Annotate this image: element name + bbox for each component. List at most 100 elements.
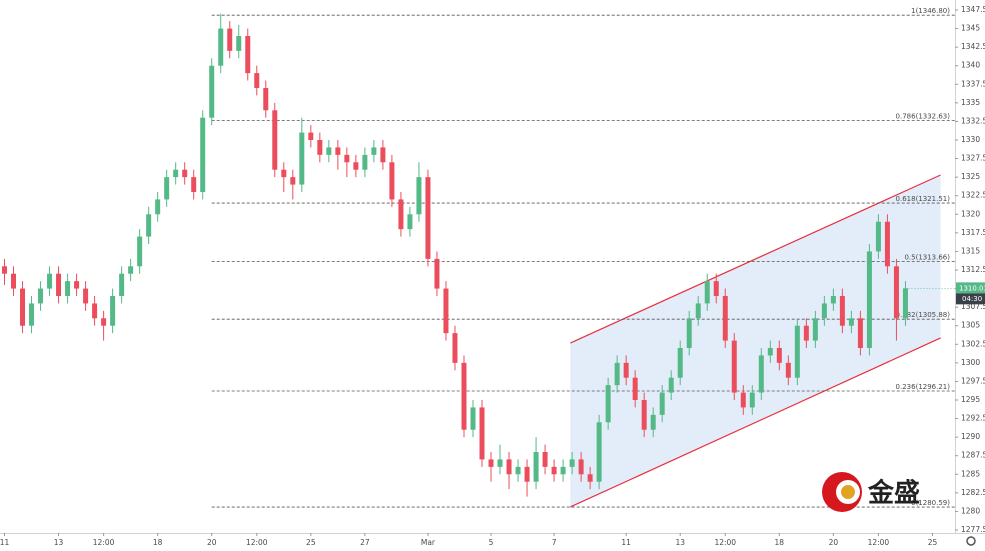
y-tick-label: 1285: [961, 469, 980, 478]
candle-body: [542, 452, 548, 467]
x-tick-label: 12:00: [93, 538, 115, 547]
y-tick-label: 1295: [961, 395, 980, 404]
gear[interactable]: [966, 536, 976, 546]
candle-body: [326, 147, 332, 155]
candle-body: [587, 474, 593, 482]
candle-body: [425, 177, 431, 259]
candle-body: [488, 459, 494, 467]
x-tick-label: 18: [775, 538, 785, 547]
candle-body: [632, 377, 638, 400]
candle-body: [470, 407, 476, 430]
y-tick-label: 1345: [961, 24, 980, 33]
y-tick-label: 1320: [961, 209, 980, 218]
y-tick-label: 1330: [961, 135, 980, 144]
y-tick-label: 1335: [961, 98, 980, 107]
candle-body: [794, 325, 800, 378]
candle-body: [506, 459, 512, 475]
candle-body: [245, 36, 251, 74]
candle-body: [785, 362, 791, 378]
candle-body: [362, 154, 368, 170]
candle-body: [884, 221, 890, 267]
candle-body: [137, 236, 143, 267]
candle-body: [731, 340, 737, 393]
candle-body: [236, 36, 242, 51]
countdown-label: 04:30: [962, 295, 982, 303]
x-tick-label: 12:00: [868, 538, 890, 547]
candle-body: [200, 117, 206, 192]
candle-body: [893, 266, 899, 319]
candle-body: [191, 177, 197, 192]
candle-body: [479, 407, 485, 460]
y-tick-label: 1305: [961, 321, 980, 330]
candle-body: [227, 28, 233, 51]
candle-body: [47, 273, 53, 289]
candle-body: [443, 288, 449, 334]
y-tick-label: 1347.50: [961, 5, 985, 14]
candle-body: [272, 110, 278, 170]
x-tick-label: 13: [675, 538, 685, 547]
candle-body: [308, 132, 314, 140]
y-tick-label: 1280: [961, 506, 980, 515]
candle-body: [848, 318, 854, 326]
candle-body: [722, 296, 728, 341]
candle-body: [866, 251, 872, 348]
candle-body: [389, 162, 395, 200]
candle-body: [101, 318, 107, 326]
fib-label: 0.786(1332.63): [896, 112, 951, 120]
y-tick-label: 1307.50: [961, 302, 985, 311]
candle-body: [254, 73, 260, 88]
candle-body: [749, 392, 755, 408]
y-tick-label: 1317.50: [961, 228, 985, 237]
x-tick-label: 12:00: [714, 538, 736, 547]
candle-body: [776, 348, 782, 363]
x-tick-label: 20: [829, 538, 839, 547]
candle-body: [659, 392, 665, 415]
x-tick-label: 13: [54, 538, 64, 547]
candle-body: [560, 466, 566, 475]
candle-body: [515, 466, 521, 475]
candle-body: [92, 303, 98, 319]
candle-body: [533, 452, 539, 482]
candle-body: [65, 281, 71, 296]
x-tick-label: 25: [928, 538, 938, 547]
candle-body: [902, 288, 908, 319]
candle-body: [11, 273, 17, 289]
candle-body: [335, 147, 341, 155]
x-tick-label: 20: [207, 538, 217, 547]
x-tick-label: 12:00: [246, 538, 268, 547]
candle-body: [524, 466, 530, 482]
fib-label: 0.5(1313.66): [904, 253, 950, 261]
candle-body: [623, 362, 629, 378]
settings-icon[interactable]: [966, 536, 976, 546]
candle-body: [551, 466, 557, 475]
y-tick-label: 1337.50: [961, 79, 985, 88]
y-tick-label: 1315: [961, 246, 980, 255]
candle-body: [605, 385, 611, 423]
y-tick-label: 1282.50: [961, 488, 985, 497]
channel-fill: [570, 174, 941, 507]
candle-body: [434, 258, 440, 289]
candle-body: [857, 318, 863, 348]
candle-body: [119, 273, 125, 296]
y-tick-label: 1287.50: [961, 451, 985, 460]
x-tick-label: 11: [621, 538, 631, 547]
fib-label: 0.382(1305.88): [896, 311, 951, 319]
candle-body: [407, 214, 413, 230]
y-tick-label: 1297.50: [961, 376, 985, 385]
y-tick-label: 1302.50: [961, 339, 985, 348]
candle-body: [704, 281, 710, 304]
candle-body: [695, 303, 701, 319]
candle-body: [839, 296, 845, 326]
candle-body: [677, 348, 683, 378]
candle-body: [218, 28, 224, 66]
candle-body: [452, 333, 458, 363]
candle-body: [812, 318, 818, 341]
candle-body: [569, 459, 575, 467]
candle-body: [578, 459, 584, 475]
candle-body: [38, 288, 44, 304]
logo-dot: [841, 485, 855, 499]
candle-body: [380, 147, 386, 163]
fib-label: 0.618(1321.51): [896, 195, 951, 203]
y-tick-label: 1332.50: [961, 116, 985, 125]
